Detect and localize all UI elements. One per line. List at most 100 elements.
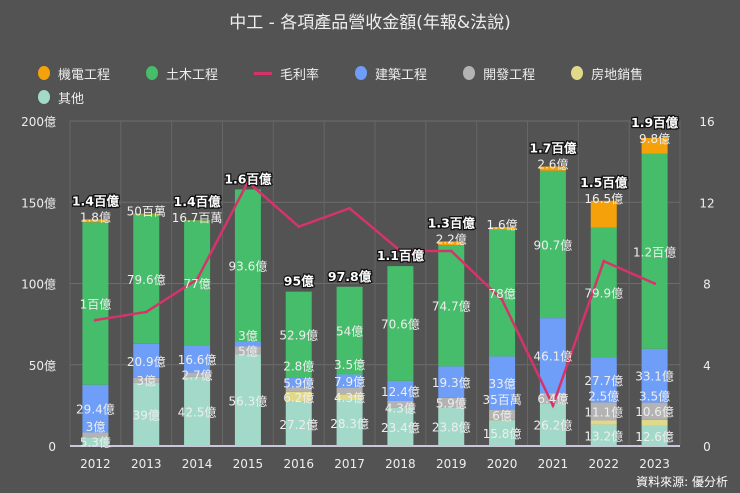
gross-margin-point: [144, 310, 148, 314]
x-tick-label: 2023: [639, 457, 670, 471]
bar-segment: [590, 402, 617, 421]
segment-label: 50百萬: [127, 205, 166, 219]
segment-label: 6.2億: [283, 391, 314, 405]
legend-item[interactable]: 房地銷售: [571, 64, 644, 83]
segment-label: 77億: [183, 277, 210, 291]
total-label: 1.9百億: [631, 115, 679, 130]
bar-segment: [234, 341, 261, 347]
legend-item[interactable]: 機電工程: [38, 64, 111, 83]
bar-segment: [539, 393, 566, 404]
x-tick-label: 2020: [487, 457, 518, 471]
segment-label: 79.6億: [127, 273, 166, 287]
bar-segment: [234, 346, 261, 355]
total-label: 1.4百億: [72, 193, 120, 208]
bar-segment: [184, 345, 211, 373]
legend-label: 房地銷售: [591, 67, 644, 83]
bar-segment: [590, 200, 617, 228]
x-tick-label: 2021: [538, 457, 569, 471]
bar-segment: [489, 356, 516, 411]
segment-label: 56.3億: [229, 394, 268, 408]
x-tick-label: 2018: [385, 457, 416, 471]
bar-segment: [184, 372, 211, 377]
gross-margin-point: [500, 298, 504, 302]
legend-item[interactable]: 土木工程: [146, 64, 218, 83]
segment-label: 3億: [238, 329, 258, 343]
bar-segment: [438, 407, 465, 446]
x-tick-label: 2012: [80, 457, 111, 471]
segment-label: 27.7億: [584, 374, 623, 388]
source-note: 資料來源: 優分析: [636, 475, 728, 489]
segment-label: 46.1億: [534, 350, 573, 364]
segment-label: 16.5億: [584, 192, 623, 206]
segment-label: 90.7億: [534, 238, 573, 252]
gross-margin-point: [195, 277, 199, 281]
legend-label: 機電工程: [58, 67, 111, 83]
y2-tick-label: 4: [703, 359, 711, 373]
bar-segment: [234, 354, 261, 446]
bar-segment: [133, 213, 160, 215]
segment-label: 27.2億: [279, 418, 318, 432]
bar-segment: [82, 432, 109, 438]
chart-title: 中工 - 各項產品營收金額(年報&法說): [229, 13, 511, 33]
bar-segment: [184, 376, 211, 446]
legend-dot-marker: [146, 66, 159, 80]
bar-segment: [336, 400, 363, 446]
segment-label: 1.2百億: [633, 245, 676, 259]
segment-label: 3億: [136, 374, 156, 388]
bar-segment: [590, 420, 617, 425]
bar-segment: [489, 419, 516, 421]
y-tick-label: 150億: [21, 196, 56, 210]
y-tick-label: 50億: [29, 359, 56, 373]
segment-label: 54億: [336, 325, 363, 339]
legend-item[interactable]: 毛利率: [254, 64, 319, 83]
legend-line-marker: [254, 71, 273, 75]
segment-label: 12.6億: [635, 430, 674, 444]
segment-label: 1.8億: [80, 210, 111, 224]
x-tick-label: 2015: [233, 457, 264, 471]
y-tick-label: 0: [48, 440, 56, 454]
segment-label: 10.6億: [635, 405, 674, 419]
legend-label: 其他: [58, 91, 85, 107]
segment-label: 78億: [488, 287, 515, 301]
legend-dot-marker: [38, 90, 50, 104]
bar-segment: [133, 377, 160, 383]
bar-segment: [641, 137, 668, 154]
segment-label: 5.9億: [436, 397, 467, 411]
legend-item[interactable]: 建築工程: [355, 64, 427, 83]
segment-label: 23.8億: [432, 421, 471, 435]
bar-segment: [285, 291, 312, 378]
segment-label: 2.7億: [182, 369, 213, 383]
segment-label: 12.4億: [381, 385, 420, 399]
gross-margin-point: [653, 282, 657, 285]
y2-tick-label: 12: [699, 196, 714, 210]
legend-item[interactable]: 開發工程: [463, 64, 535, 83]
x-tick-label: 2022: [588, 457, 619, 471]
gross-margin-point: [602, 259, 606, 263]
bar-segment: [590, 227, 617, 358]
bar-segment: [82, 222, 109, 385]
bar-segment: [590, 424, 617, 446]
segment-label: 19.3億: [432, 376, 471, 390]
bar-segment: [336, 374, 363, 388]
x-tick-label: 2014: [182, 457, 213, 471]
bar-segment: [82, 384, 109, 433]
legend-dot-marker: [355, 66, 368, 80]
bar-segment: [285, 377, 312, 388]
segment-label: 3.5億: [639, 390, 670, 404]
segment-label: 1百億: [80, 297, 112, 311]
total-label: 97.8億: [328, 269, 372, 284]
segment-label: 4.3億: [334, 391, 365, 405]
bar-segment: [438, 366, 465, 398]
segment-label: 2.2億: [436, 232, 467, 246]
total-label: 1.7百億: [529, 141, 577, 156]
segment-label: 5.9億: [283, 376, 314, 390]
segment-label: 9.8億: [639, 132, 670, 146]
segment-label: 7.9億: [334, 375, 365, 389]
bar-segment: [590, 357, 617, 403]
legend: 機電工程 土木工程 毛利率 建築工程 開發工程 房地銷售其他: [38, 64, 718, 107]
total-label: 95億: [284, 274, 314, 289]
legend-item[interactable]: 其他: [38, 88, 85, 107]
gross-margin-point: [246, 180, 250, 184]
segment-label: 70.6億: [381, 317, 420, 331]
bar-segment: [641, 402, 668, 420]
